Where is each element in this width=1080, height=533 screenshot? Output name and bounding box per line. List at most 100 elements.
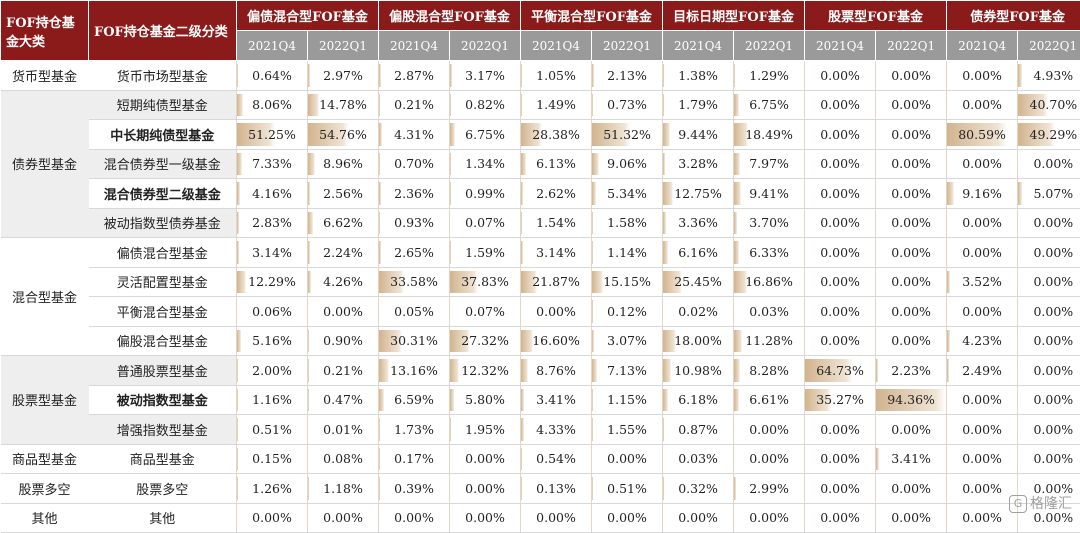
value-cell: 0.00% (734, 503, 805, 533)
value-cell: 2.62% (521, 179, 592, 209)
data-bar (308, 271, 311, 294)
data-bar (521, 94, 522, 117)
category-cell: 货币型基金 (1, 61, 89, 91)
value-text: 0.64% (252, 68, 292, 83)
value-text: 18.00% (674, 333, 722, 348)
value-text: 4.93% (1033, 68, 1073, 83)
value-cell: 0.00% (876, 120, 947, 150)
data-bar (521, 418, 524, 441)
value-cell: 6.75% (734, 90, 805, 120)
value-text: 3.41% (536, 392, 576, 407)
data-bar (308, 241, 310, 264)
value-text: 28.38% (532, 127, 580, 142)
value-cell: 0.00% (947, 149, 1018, 179)
value-text: 0.06% (252, 304, 292, 319)
value-cell: 14.78% (308, 90, 379, 120)
data-bar (663, 123, 670, 146)
value-text: 2.87% (394, 68, 434, 83)
value-text: 12.32% (461, 363, 509, 378)
data-bar (734, 359, 740, 382)
data-bar (308, 212, 313, 235)
subcategory-cell: 被动指数型基金 (89, 385, 237, 415)
value-text: 3.07% (607, 333, 647, 348)
value-text: 0.00% (1033, 245, 1073, 260)
value-cell: 21.87% (521, 267, 592, 297)
data-bar (450, 241, 451, 264)
data-bar (592, 94, 593, 117)
value-text: 5.80% (465, 392, 505, 407)
value-cell: 1.18% (308, 474, 379, 504)
value-text: 54.76% (319, 127, 367, 142)
value-text: 8.06% (252, 97, 292, 112)
value-cell: 1.59% (450, 238, 521, 268)
value-cell: 0.00% (876, 238, 947, 268)
value-text: 0.00% (962, 68, 1002, 83)
header-category: FOF持仓基金大类 (1, 1, 89, 61)
data-bar (663, 153, 665, 176)
value-cell: 0.00% (947, 61, 1018, 91)
header-quarter: 2021Q4 (947, 31, 1018, 61)
value-text: 6.59% (394, 392, 434, 407)
value-cell: 40.70% (1018, 90, 1080, 120)
value-cell: 0.00% (876, 326, 947, 356)
value-cell: 4.93% (1018, 61, 1080, 91)
subcategory-cell: 灵活配置型基金 (89, 267, 237, 297)
value-text: 0.00% (962, 422, 1002, 437)
header-fund-type: 平衡混合型FOF基金 (521, 1, 663, 31)
value-text: 0.00% (323, 510, 363, 525)
data-bar (308, 330, 309, 353)
value-text: 0.00% (891, 274, 931, 289)
value-cell: 0.00% (805, 149, 876, 179)
value-text: 15.15% (603, 274, 651, 289)
value-text: 0.00% (749, 451, 789, 466)
value-cell: 12.29% (237, 267, 308, 297)
value-cell: 0.00% (876, 149, 947, 179)
value-text: 0.00% (820, 451, 860, 466)
value-text: 0.00% (820, 422, 860, 437)
value-cell: 0.00% (1018, 267, 1080, 297)
value-text: 1.15% (607, 392, 647, 407)
value-cell: 25.45% (663, 267, 734, 297)
value-text: 2.97% (323, 68, 363, 83)
value-text: 0.00% (1033, 422, 1073, 437)
value-text: 1.95% (465, 422, 505, 437)
category-cell: 股票多空 (1, 474, 89, 504)
header-quarter: 2022Q1 (450, 31, 521, 61)
value-cell: 0.13% (521, 474, 592, 504)
value-cell: 1.55% (592, 415, 663, 445)
header-quarter: 2021Q4 (805, 31, 876, 61)
header-quarter: 2021Q4 (237, 31, 308, 61)
data-bar (521, 64, 522, 87)
value-cell: 4.26% (308, 267, 379, 297)
value-cell: 12.32% (450, 356, 521, 386)
subcategory-cell: 货币市场型基金 (89, 61, 237, 91)
value-text: 0.99% (465, 186, 505, 201)
header-quarter: 2021Q4 (521, 31, 592, 61)
value-cell: 0.00% (663, 503, 734, 533)
value-cell: 3.14% (237, 238, 308, 268)
data-bar (734, 477, 736, 500)
value-cell: 3.14% (521, 238, 592, 268)
value-cell: 1.58% (592, 208, 663, 238)
value-text: 1.79% (678, 97, 718, 112)
data-bar (450, 64, 452, 87)
data-bar (379, 359, 389, 382)
value-text: 0.00% (607, 451, 647, 466)
value-text: 0.51% (252, 422, 292, 437)
value-text: 1.49% (536, 97, 576, 112)
data-bar (592, 359, 597, 382)
value-text: 35.27% (816, 392, 864, 407)
value-cell: 1.73% (379, 415, 450, 445)
value-text: 0.54% (536, 451, 576, 466)
value-text: 0.00% (891, 215, 931, 230)
value-text: 0.00% (962, 97, 1002, 112)
value-text: 0.00% (465, 481, 505, 496)
value-cell: 0.00% (947, 474, 1018, 504)
subcategory-cell: 平衡混合型基金 (89, 297, 237, 327)
value-text: 1.38% (678, 68, 718, 83)
value-cell: 0.00% (521, 297, 592, 327)
